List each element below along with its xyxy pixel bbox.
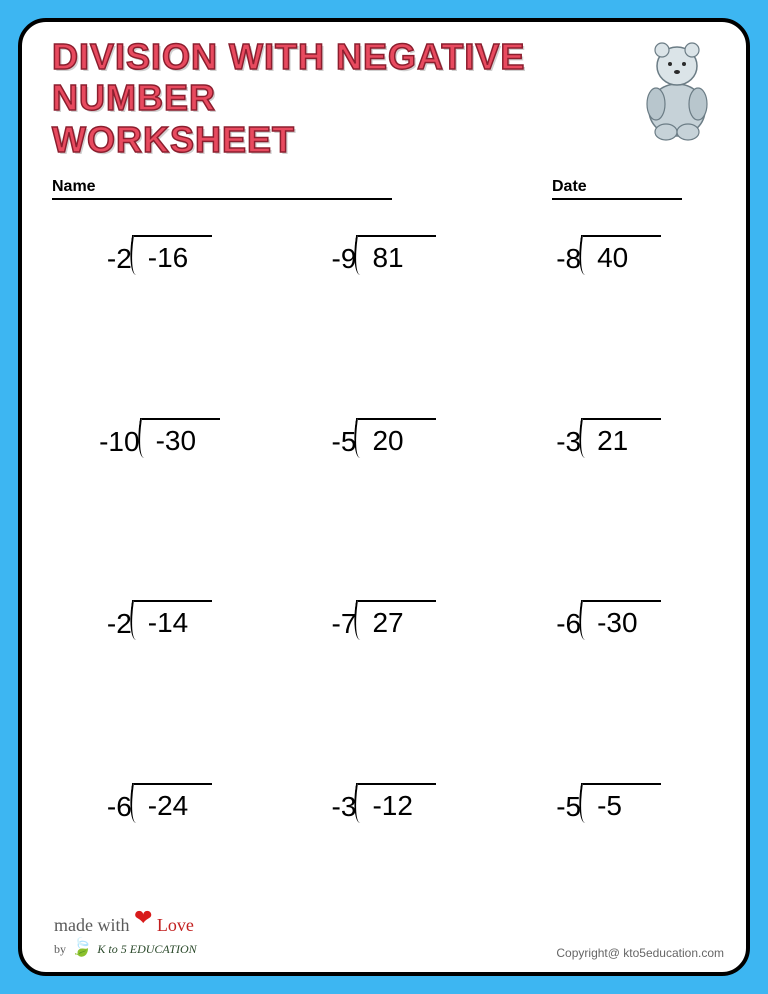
made-with-text: made with [54, 915, 129, 935]
problem: -6-30 [501, 600, 716, 773]
brand-text: K to 5 EDUCATION [97, 942, 196, 956]
divisor: -10 [99, 418, 141, 458]
problem: -2-14 [52, 600, 267, 773]
dividend: -12 [358, 783, 436, 822]
dividend: 21 [583, 418, 661, 457]
polar-bear-icon [632, 32, 722, 147]
problem: -10-30 [52, 418, 267, 591]
problem: -981 [277, 235, 492, 408]
dividend: 20 [358, 418, 436, 457]
worksheet-page: DIVISION WITH NEGATIVE NUMBER WORKSHEET … [18, 18, 750, 976]
name-field[interactable]: Name [52, 178, 392, 200]
dividend: 81 [358, 235, 436, 274]
problem: -2-16 [52, 235, 267, 408]
leaf-icon: 🍃 [71, 937, 93, 957]
date-field[interactable]: Date [552, 178, 682, 200]
header: DIVISION WITH NEGATIVE NUMBER WORKSHEET [52, 36, 716, 160]
dividend: 27 [358, 600, 436, 639]
love-text: Love [157, 915, 194, 935]
dividend: -30 [142, 418, 220, 457]
problem: -5-5 [501, 783, 716, 956]
dividend: -24 [134, 783, 212, 822]
copyright-text: Copyright@ kto5education.com [552, 944, 728, 962]
title-line-1: DIVISION WITH NEGATIVE NUMBER [52, 36, 525, 118]
footer-credit: made with ❤ Love by 🍃 K to 5 EDUCATION [54, 911, 197, 958]
problem: -727 [277, 600, 492, 773]
name-label: Name [52, 178, 96, 196]
problem: -840 [501, 235, 716, 408]
title-line-2: WORKSHEET [52, 119, 295, 160]
problem: -3-12 [277, 783, 492, 956]
heart-icon: ❤ [134, 905, 152, 930]
dividend: -16 [134, 235, 212, 274]
problem: -321 [501, 418, 716, 591]
dividend: -5 [583, 783, 661, 822]
problems-grid: -2-16 -981 -840 -10-30 -520 -321 -2-14 -… [52, 235, 716, 955]
date-label: Date [552, 178, 587, 196]
dividend: -14 [134, 600, 212, 639]
worksheet-title: DIVISION WITH NEGATIVE NUMBER WORKSHEET [52, 36, 612, 160]
by-text: by [54, 942, 66, 956]
dividend: -30 [583, 600, 661, 639]
problem: -520 [277, 418, 492, 591]
dividend: 40 [583, 235, 661, 274]
name-date-row: Name Date [52, 178, 716, 200]
